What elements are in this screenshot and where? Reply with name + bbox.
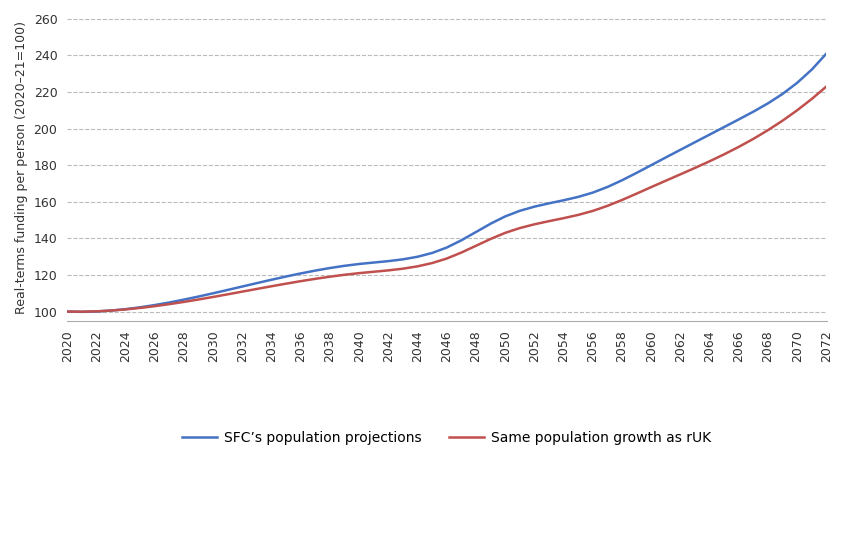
Same population growth as rUK xyxy=(661,177,671,184)
Same population growth as rUK xyxy=(822,83,832,90)
SFC’s population projections xyxy=(62,308,72,315)
Same population growth as rUK xyxy=(62,308,72,315)
Same population growth as rUK xyxy=(281,280,291,287)
SFC’s population projections xyxy=(749,108,759,115)
Same population growth as rUK xyxy=(515,225,525,232)
SFC’s population projections xyxy=(515,207,525,214)
Same population growth as rUK xyxy=(559,215,569,222)
SFC’s population projections xyxy=(529,203,539,210)
Line: Same population growth as rUK: Same population growth as rUK xyxy=(67,86,827,312)
SFC’s population projections xyxy=(559,197,569,204)
Same population growth as rUK xyxy=(749,135,759,142)
Y-axis label: Real-terms funding per person (2020–21=100): Real-terms funding per person (2020–21=1… xyxy=(15,21,28,314)
Legend: SFC’s population projections, Same population growth as rUK: SFC’s population projections, Same popul… xyxy=(177,425,717,450)
Line: SFC’s population projections: SFC’s population projections xyxy=(67,54,827,312)
SFC’s population projections xyxy=(281,273,291,280)
Same population growth as rUK xyxy=(76,308,86,315)
SFC’s population projections xyxy=(661,154,671,161)
SFC’s population projections xyxy=(76,308,86,315)
Same population growth as rUK xyxy=(529,221,539,228)
SFC’s population projections xyxy=(822,50,832,57)
